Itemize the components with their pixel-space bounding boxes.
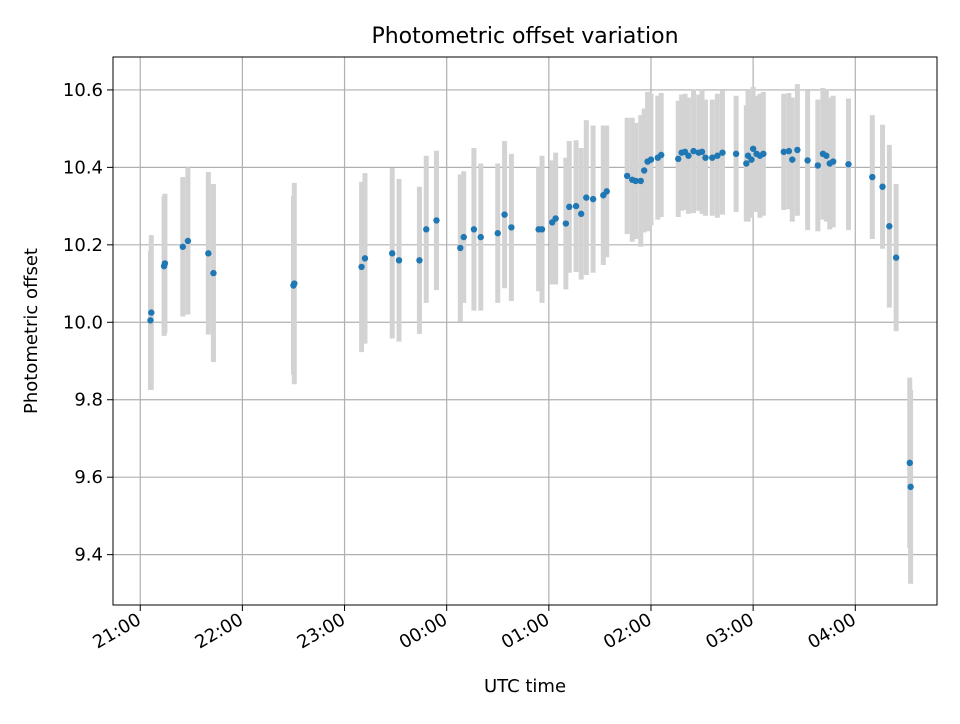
grid <box>113 57 937 605</box>
y-tick-label: 9.6 <box>74 467 103 488</box>
plot-frame <box>112 56 938 606</box>
data-point <box>698 148 706 156</box>
data-point <box>814 162 822 169</box>
data-point <box>395 257 403 264</box>
data-point <box>637 177 644 185</box>
data-point <box>179 243 187 250</box>
data-point <box>892 254 900 261</box>
data-point <box>780 148 787 156</box>
data-point <box>906 459 913 467</box>
data-point <box>632 177 639 185</box>
data-point <box>709 154 716 161</box>
y-axis-label: Photometric offset <box>21 248 42 414</box>
data-point <box>501 211 508 218</box>
data-point <box>748 156 755 163</box>
chart-title: Photometric offset variation <box>371 24 678 49</box>
data-point <box>389 250 396 257</box>
data-point <box>785 147 793 155</box>
data-point <box>205 250 212 257</box>
y-tick-label: 10.2 <box>63 235 103 256</box>
data-point <box>879 183 886 190</box>
data-point <box>562 220 570 227</box>
data-point <box>623 172 631 180</box>
data-point <box>423 226 430 233</box>
data-point <box>358 263 365 271</box>
data-point <box>690 147 697 155</box>
data-point <box>577 210 585 218</box>
data-point <box>719 149 726 156</box>
data-point <box>494 230 501 237</box>
data-point <box>603 188 610 195</box>
data-point <box>361 255 369 262</box>
data-point <box>823 152 830 159</box>
data-point <box>647 156 655 163</box>
y-tick-label: 10.6 <box>63 80 103 101</box>
data-point <box>657 151 665 159</box>
data-points <box>147 145 914 491</box>
data-point <box>583 194 590 201</box>
data-point <box>789 156 796 163</box>
x-axis-label: UTC time <box>484 676 566 697</box>
data-point <box>869 173 876 181</box>
data-point <box>433 217 440 224</box>
data-point <box>829 158 837 165</box>
data-point <box>470 226 478 233</box>
data-point <box>702 154 709 161</box>
data-point <box>572 202 580 210</box>
y-tick-label: 10.4 <box>63 157 103 178</box>
data-point <box>148 309 155 316</box>
data-point <box>291 280 298 287</box>
y-tick-label: 9.8 <box>74 390 103 411</box>
data-point <box>210 269 217 277</box>
y-tick-label: 10.0 <box>63 312 103 333</box>
data-point <box>760 150 767 158</box>
data-point <box>147 317 154 324</box>
data-point <box>749 145 757 152</box>
data-point <box>907 483 914 491</box>
data-point <box>457 244 464 252</box>
data-point <box>416 257 423 264</box>
data-point <box>685 152 692 159</box>
data-point <box>161 260 169 267</box>
data-point <box>552 215 559 222</box>
data-point <box>508 224 515 231</box>
data-point <box>477 233 484 241</box>
data-point <box>732 150 740 158</box>
data-point <box>845 161 852 168</box>
data-point <box>640 167 648 174</box>
data-point <box>566 203 573 211</box>
y-axis-ticks: 9.4 9.6 9.8 10.0 10.2 10.4 10.6 <box>63 80 113 566</box>
y-tick-label: 9.4 <box>74 545 103 566</box>
data-point <box>743 160 750 167</box>
data-point <box>589 195 597 203</box>
data-point <box>675 155 682 163</box>
data-point <box>714 152 721 159</box>
data-point <box>460 233 467 241</box>
data-point <box>538 226 546 233</box>
data-point <box>886 223 893 230</box>
data-point <box>184 237 192 245</box>
data-point <box>794 146 801 154</box>
data-point <box>804 157 811 164</box>
